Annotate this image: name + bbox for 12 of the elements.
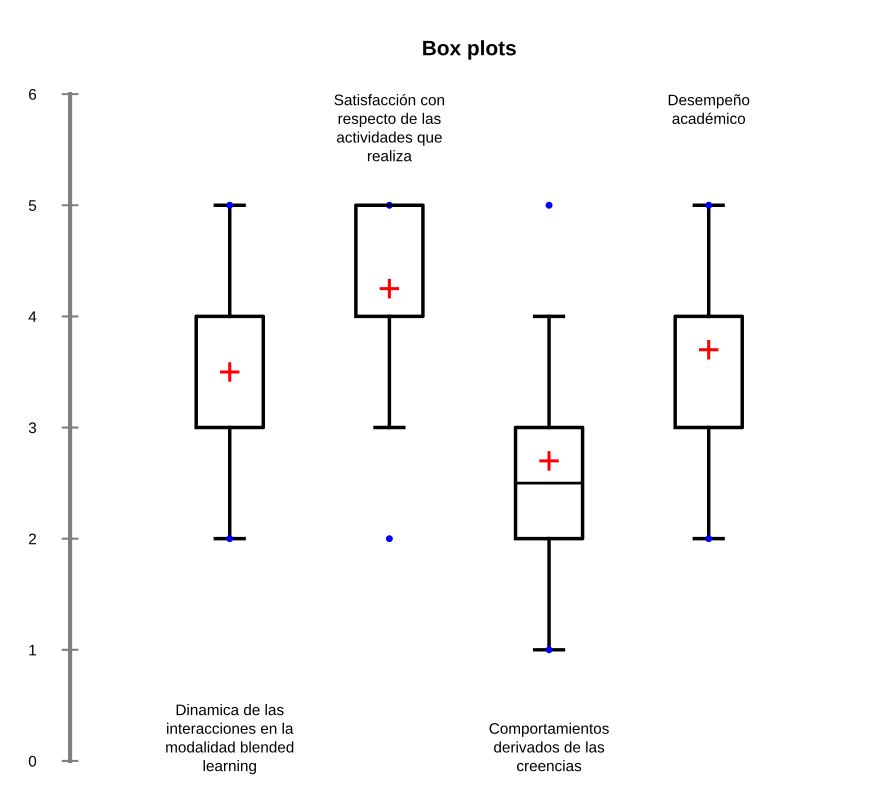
y-tick-label: 2 [29, 534, 36, 544]
y-tick-label: 5 [28, 200, 36, 211]
y-tick-label: 6 [29, 88, 36, 100]
x-tick-label: Comportamientos derivados de las creencias [490, 722, 609, 772]
x-tick-label: Desempeño académico [668, 94, 750, 124]
chart-title: Box plots [423, 40, 516, 60]
x-tick-label: Dinamica de las interacciones en la modalidad blended learning [166, 704, 294, 774]
y-tick-label: 4 [28, 311, 36, 322]
x-tick-label: Satisfacción con respecto de las actividades que realiza [334, 94, 444, 162]
y-tick-label: 0 [28, 756, 36, 767]
y-tick-label: 3 [28, 422, 36, 434]
y-tick-label: 1 [29, 644, 36, 656]
